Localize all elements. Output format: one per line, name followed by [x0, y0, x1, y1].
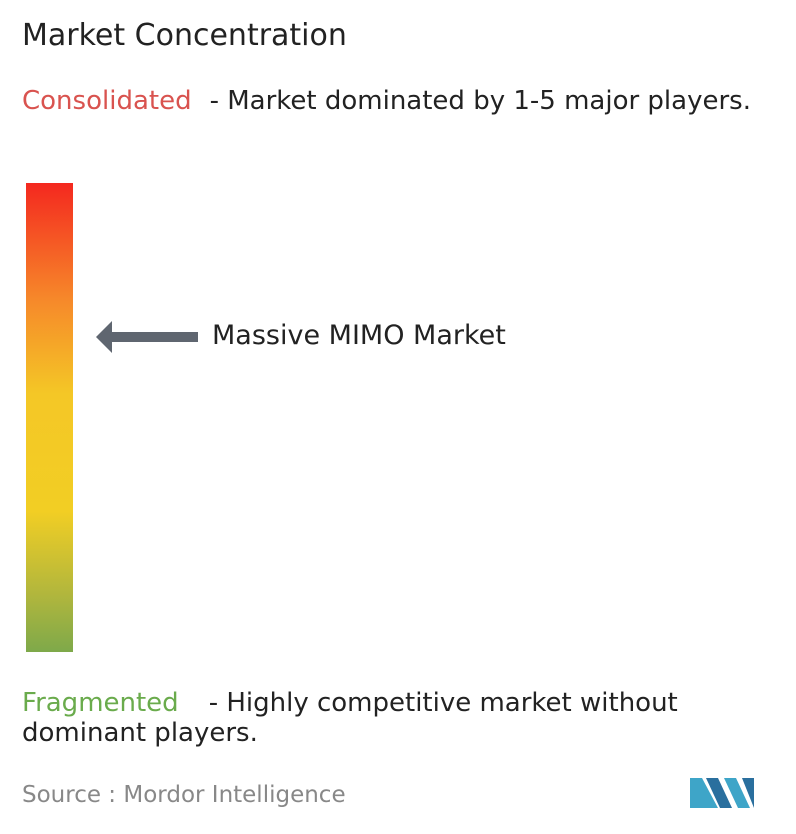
source-name: Mordor Intelligence — [123, 782, 346, 808]
market-label: Massive MIMO Market — [212, 320, 506, 351]
consolidated-label: Consolidated — [22, 86, 192, 116]
fragmented-text: Fragmented - Highly competitive market wi… — [22, 688, 788, 748]
logo — [690, 778, 754, 808]
source: Source : Mordor Intelligence — [22, 782, 346, 808]
arrow-shape — [96, 321, 198, 353]
logo-part — [706, 778, 732, 808]
logo-part — [690, 778, 718, 808]
fragmented-label: Fragmented — [22, 688, 179, 718]
consolidated-description: - Market dominated by 1-5 major players. — [209, 86, 751, 116]
logo-part — [724, 778, 750, 808]
fragmented-description: - Highly competitive market without domi… — [22, 688, 678, 748]
arrow — [96, 321, 198, 353]
title: Market Concentration — [22, 18, 347, 53]
concentration-gradient — [26, 183, 73, 652]
source-label: Source : — [22, 782, 117, 808]
logo-part — [742, 778, 754, 808]
consolidated-text: Consolidated - Market dominated by 1-5 ma… — [22, 86, 788, 116]
